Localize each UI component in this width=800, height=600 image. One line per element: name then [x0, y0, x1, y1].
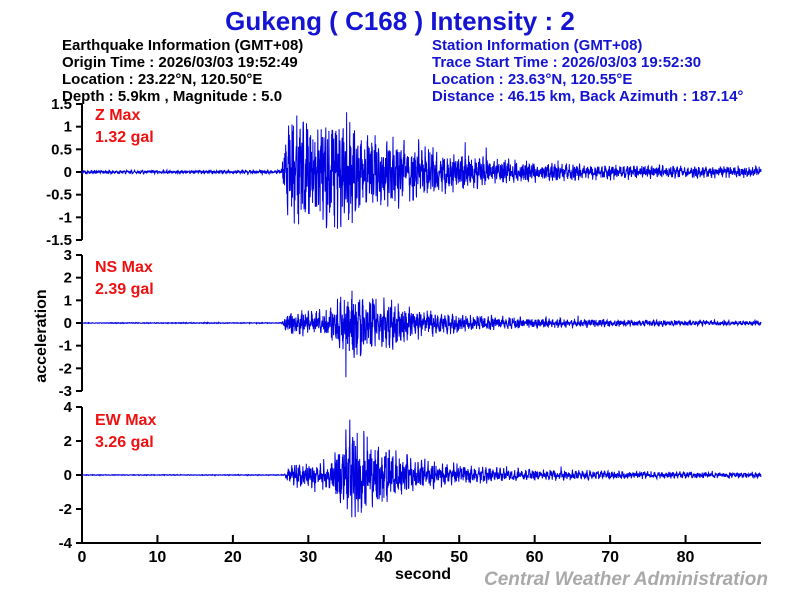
x-tick-label: 30 — [299, 549, 317, 566]
x-tick-label: 0 — [78, 549, 87, 566]
trace-ns — [81, 290, 762, 378]
x-tick-label: 20 — [224, 549, 242, 566]
earthquake-info-heading: Earthquake Information (GMT+08) — [62, 37, 304, 54]
x-tick-label: 10 — [149, 549, 167, 566]
y-tick-label: -1 — [59, 209, 72, 226]
origin-time: Origin Time : 2026/03/03 19:52:49 — [62, 54, 298, 71]
station-info-heading: Station Information (GMT+08) — [432, 37, 643, 54]
ns-max-value: 2.39 gal — [95, 281, 154, 298]
epicenter-location: Location : 23.22°N, 120.50°E — [62, 71, 263, 88]
z-max-label: Z Max 1.32 gal — [95, 105, 154, 149]
y-tick-label: -0.5 — [46, 187, 72, 204]
trace-start-time: Trace Start Time : 2026/03/03 19:52:30 — [432, 54, 702, 71]
trace-ew — [82, 419, 762, 518]
earthquake-info-block: Earthquake Information (GMT+08) Origin T… — [62, 37, 303, 105]
ew-max-label: EW Max 3.26 gal — [95, 410, 156, 454]
depth-magnitude: Depth : 5.9km , Magnitude : 5.0 — [62, 88, 283, 105]
y-tick-label: 2 — [64, 433, 72, 450]
x-tick-label: 40 — [375, 549, 393, 566]
station-info-block: Station Information (GMT+08) Trace Start… — [432, 37, 743, 105]
x-tick-label: 70 — [601, 549, 619, 566]
agency-watermark: Central Weather Administration — [484, 569, 768, 590]
z-max-value: 1.32 gal — [95, 129, 154, 146]
y-tick-label: -3 — [59, 383, 72, 400]
y-tick-label: 1.5 — [51, 96, 72, 113]
station-location: Location : 23.63°N, 120.55°E — [432, 71, 633, 88]
y-tick-label: -2 — [59, 501, 72, 518]
x-tick-label: 60 — [526, 549, 544, 566]
x-axis-title: second — [394, 566, 452, 583]
y-tick-label: 1 — [64, 292, 72, 309]
y-tick-label: 0.5 — [51, 141, 72, 158]
ew-max-value: 3.26 gal — [95, 434, 154, 451]
x-tick-label: 80 — [677, 549, 695, 566]
y-tick-label: 0 — [64, 315, 72, 332]
z-max-title: Z Max — [95, 107, 141, 124]
trace-z — [81, 112, 762, 229]
y-tick-label: -1.5 — [46, 232, 72, 249]
y-tick-label: 3 — [64, 247, 72, 264]
ew-max-title: EW Max — [95, 412, 157, 429]
y-tick-label: 0 — [64, 164, 72, 181]
ns-max-title: NS Max — [95, 259, 153, 276]
ns-max-label: NS Max 2.39 gal — [95, 257, 154, 301]
distance-back-azimuth: Distance : 46.15 km, Back Azimuth : 187.… — [432, 88, 744, 105]
y-tick-label: 2 — [64, 270, 72, 287]
y-tick-label: 0 — [64, 467, 72, 484]
y-tick-label: 4 — [64, 399, 73, 416]
page-title: Gukeng ( C168 ) Intensity : 2 — [225, 6, 575, 36]
y-tick-label: 1 — [64, 119, 72, 136]
y-tick-label: -1 — [59, 338, 72, 355]
y-tick-label: -4 — [59, 535, 73, 552]
x-tick-label: 50 — [450, 549, 468, 566]
y-tick-label: -2 — [59, 360, 72, 377]
